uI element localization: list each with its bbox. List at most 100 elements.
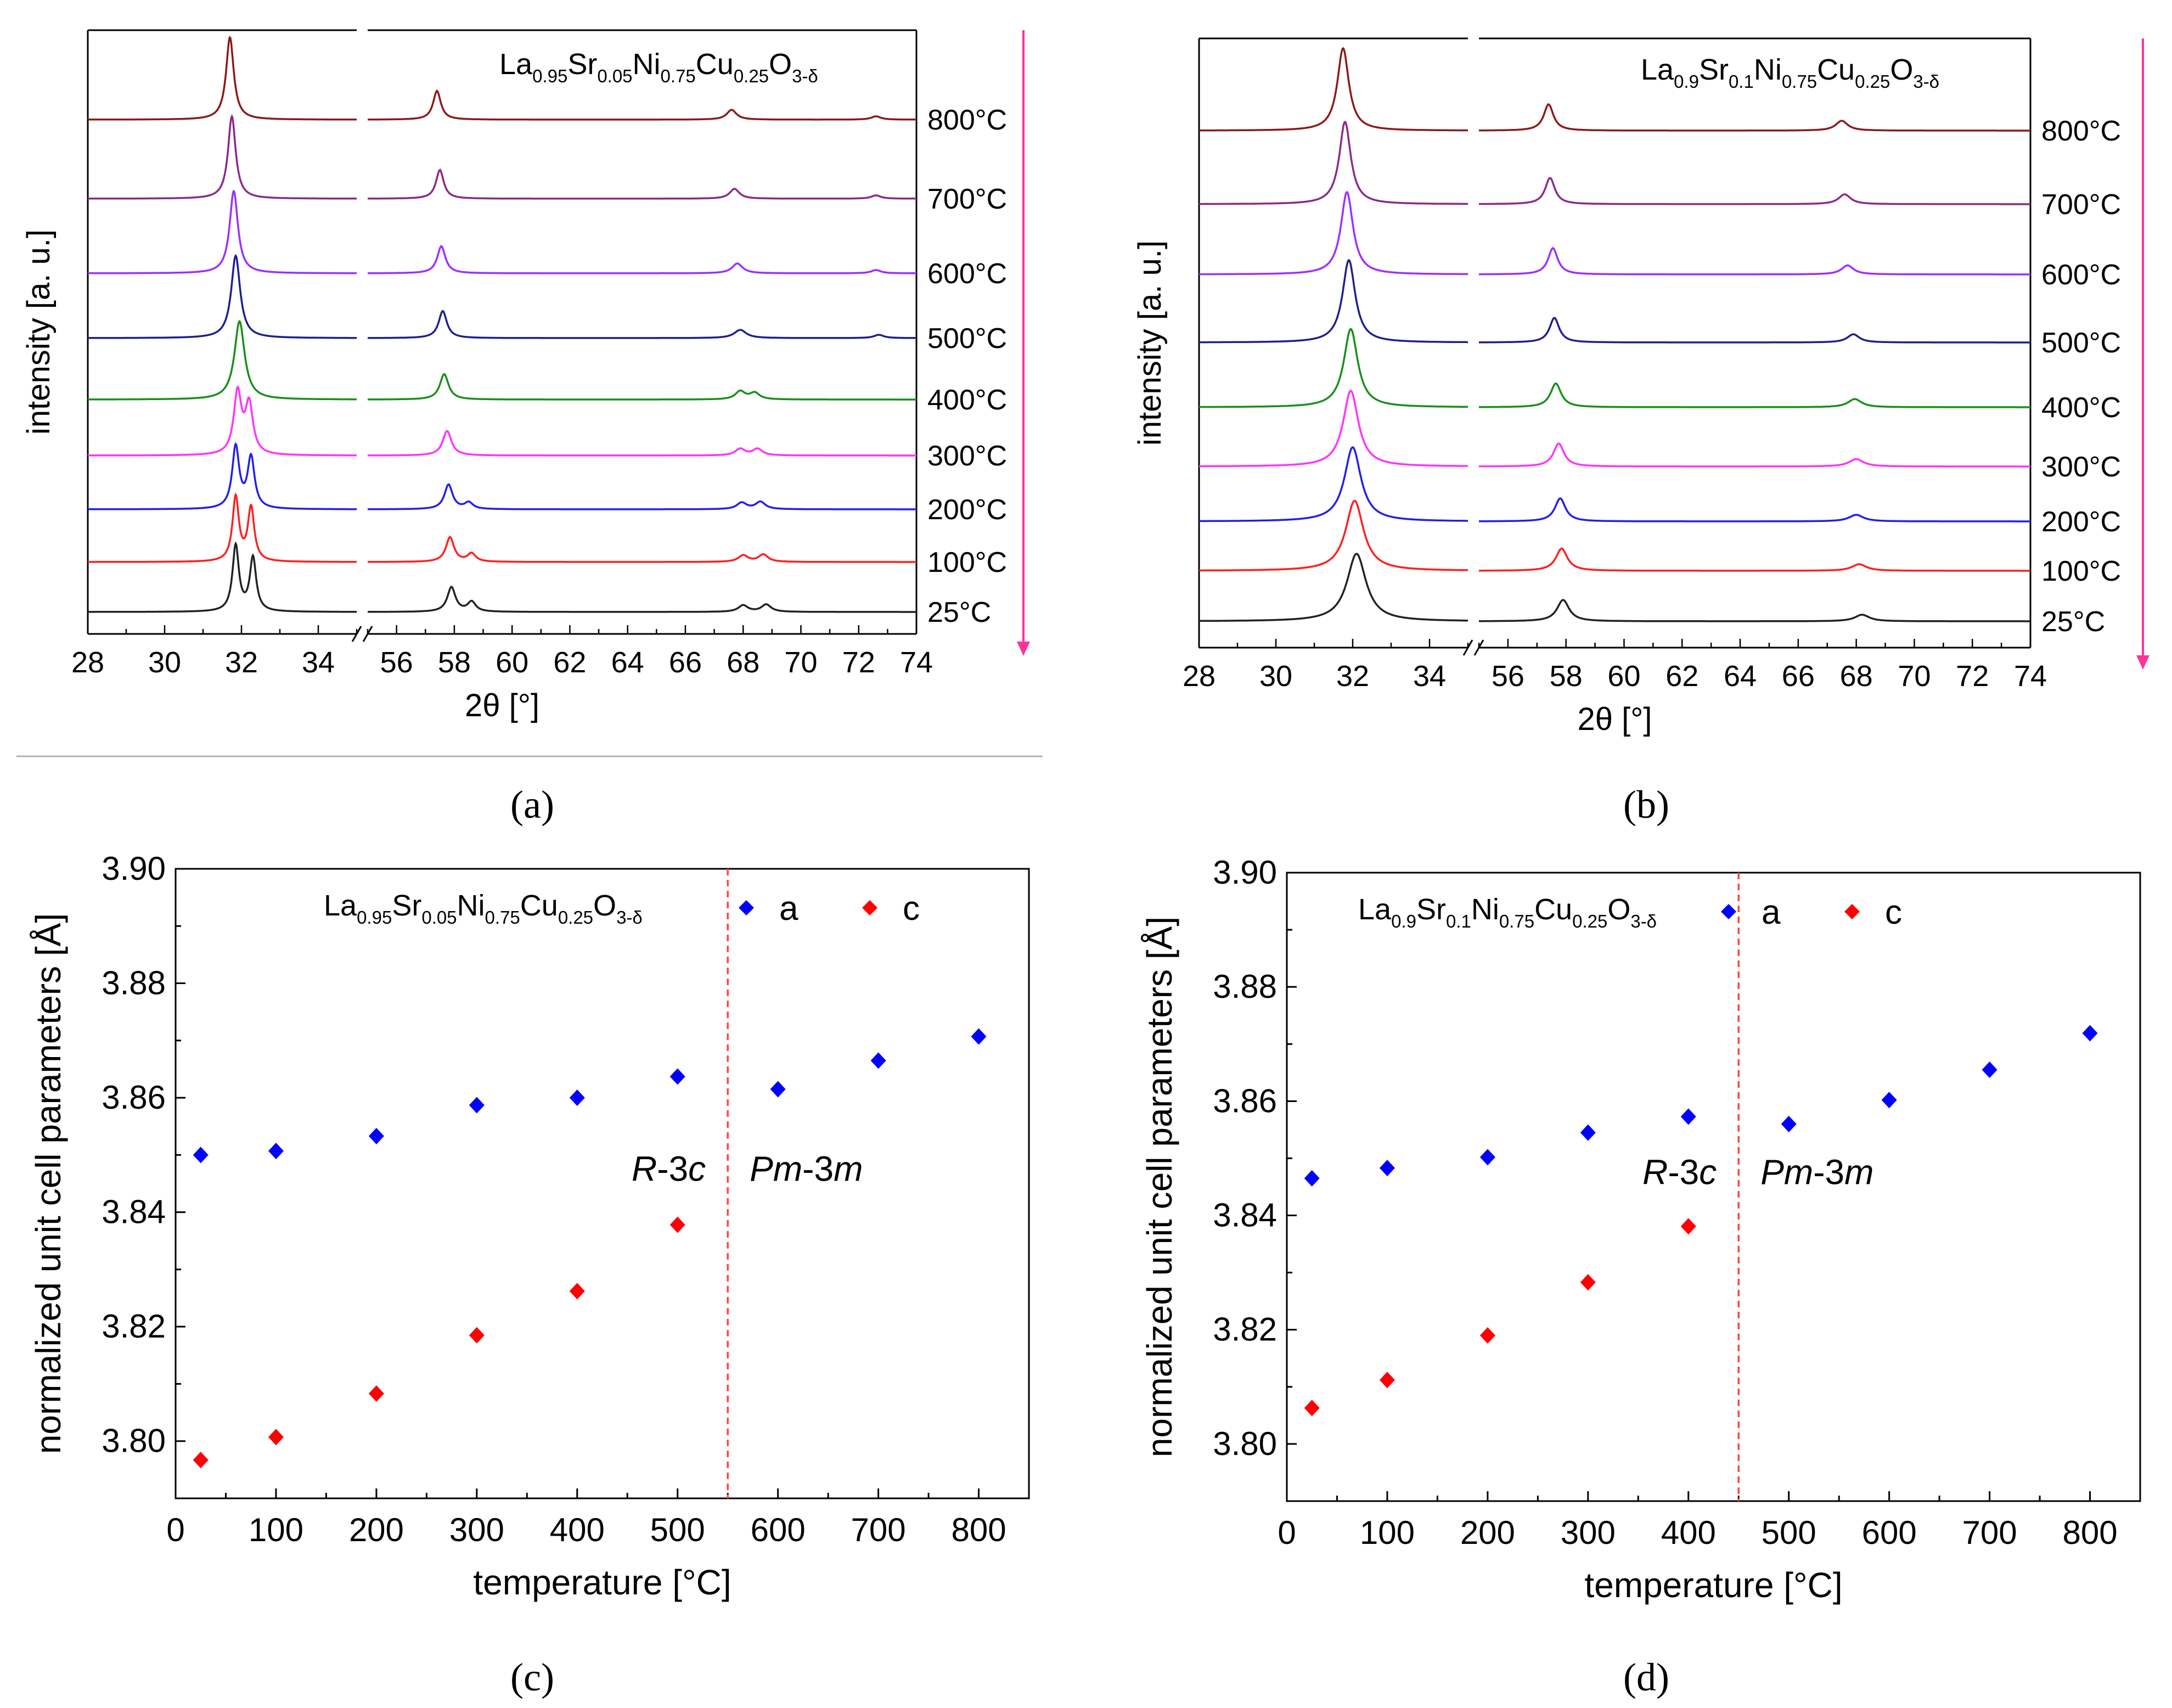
plot-frame [1286, 872, 2141, 1502]
data-point-c [669, 1216, 685, 1233]
series-label: 500°C [927, 323, 1007, 355]
data-point-a [1680, 1108, 1696, 1125]
data-point-c [569, 1283, 585, 1300]
xrd-series-600C [1199, 190, 2030, 276]
y-axis-label: normalized unit cell parameters [Å] [29, 913, 68, 1454]
data-point-c [1379, 1372, 1395, 1389]
series-label: 700°C [927, 183, 1007, 215]
y-tick-label: 3.82 [1213, 1311, 1277, 1348]
legend-marker-c [1844, 904, 1860, 919]
panel-d-caption: (d) [1623, 1655, 1669, 1699]
x-tick-label: 66 [669, 646, 702, 679]
data-point-c [1304, 1400, 1320, 1417]
xrd-series-25C [1199, 553, 2030, 622]
xrd-series-100C [1199, 499, 2030, 572]
y-tick-label: 3.90 [102, 850, 166, 887]
xrd-series-700C [88, 114, 917, 200]
data-point-a [193, 1147, 209, 1164]
series-label: 300°C [927, 440, 1007, 472]
x-tick-label: 100 [249, 1512, 303, 1548]
plot-frame [175, 868, 1030, 1499]
legend-label-c: c [1885, 894, 1902, 931]
xrd-series-500C [88, 254, 916, 339]
x-tick-label: 70 [1898, 660, 1931, 693]
x-tick-label: 30 [1259, 660, 1292, 693]
data-point-c [368, 1385, 384, 1402]
xrd-series-400C [88, 319, 916, 401]
x-axis-label: temperature [°C] [473, 1563, 731, 1602]
y-tick-label: 3.86 [1213, 1082, 1277, 1119]
y-axis-label: intensity [a. u.] [1132, 240, 1168, 446]
series-label: 100°C [2041, 555, 2121, 587]
data-point-a [1982, 1061, 1997, 1078]
y-tick-label: 3.80 [102, 1423, 166, 1459]
y-axis-label: intensity [a. u.] [21, 229, 57, 435]
x-tick-label: 66 [1782, 660, 1815, 693]
x-tick-label: 28 [71, 646, 104, 679]
y-tick-label: 3.84 [1213, 1197, 1277, 1234]
data-point-a [268, 1143, 284, 1160]
data-point-a [669, 1068, 685, 1085]
data-point-a [569, 1089, 585, 1106]
data-point-c [268, 1429, 284, 1446]
series-label: 25°C [927, 597, 991, 628]
data-point-c [469, 1327, 485, 1344]
legend-label-a: a [1762, 894, 1781, 931]
data-point-c [1680, 1218, 1696, 1235]
data-point-a [1304, 1170, 1320, 1187]
data-point-a [770, 1081, 786, 1098]
data-point-a [2082, 1025, 2098, 1042]
data-point-a [1781, 1116, 1797, 1132]
x-tick-label: 600 [751, 1512, 806, 1548]
xrd-series-600C [88, 190, 917, 274]
y-tick-label: 3.80 [1213, 1425, 1277, 1462]
composition-title: La0.9Sr0.1Ni0.75Cu0.25O3-δ [1641, 53, 1939, 92]
series-label: 800°C [927, 104, 1007, 136]
data-point-c [1479, 1327, 1495, 1344]
y-tick-label: 3.88 [102, 965, 166, 1002]
panel-b-caption: (b) [1623, 783, 1669, 827]
xrd-series-100C [88, 492, 916, 563]
data-point-a [1379, 1160, 1395, 1177]
x-tick-label: 62 [1665, 660, 1698, 693]
composition-title: La0.95Sr0.05Ni0.75Cu0.25O3-δ [324, 889, 643, 928]
series-label: 500°C [2041, 327, 2121, 359]
x-tick-label: 400 [550, 1512, 605, 1548]
composition-title: La0.95Sr0.05Ni0.75Cu0.25O3-δ [499, 48, 818, 86]
temperature-arrow-head [2136, 655, 2150, 670]
panel-c-caption: (c) [510, 1655, 554, 1699]
series-label: 200°C [927, 494, 1007, 526]
x-tick-label: 0 [1278, 1514, 1296, 1551]
x-tick-label: 60 [496, 646, 528, 679]
data-point-c [1580, 1274, 1596, 1291]
x-tick-label: 30 [148, 646, 181, 679]
series-label: 300°C [2041, 451, 2121, 483]
xrd-series-200C [88, 442, 916, 510]
data-point-a [368, 1127, 384, 1144]
xrd-series-25C [88, 541, 916, 613]
series-label: 400°C [2041, 392, 2121, 424]
x-tick-label: 72 [1956, 660, 1989, 693]
x-tick-label: 100 [1360, 1514, 1415, 1551]
y-tick-label: 3.84 [102, 1194, 166, 1231]
series-label: 25°C [2041, 606, 2105, 638]
x-tick-label: 700 [851, 1512, 906, 1548]
data-point-a [1881, 1092, 1897, 1109]
x-tick-label: 300 [1561, 1514, 1616, 1551]
data-point-a [1580, 1124, 1596, 1141]
xrd-series-800C [1198, 47, 2030, 132]
data-point-a [469, 1097, 485, 1114]
panel-b-xrd-chart: 28 30 32 34 56 58 60 62 64 66 68 70 72 74 2θ [°] intens… [1132, 37, 2150, 737]
x-tick-label: 200 [349, 1512, 404, 1548]
data-point-a [1479, 1149, 1495, 1166]
legend-marker-a [739, 900, 754, 915]
xrd-series-200C [1199, 446, 2030, 522]
x-tick-label: 800 [951, 1512, 1006, 1548]
x-tick-label: 64 [1724, 660, 1757, 693]
x-tick-label: 700 [1962, 1514, 2017, 1551]
data-point-a [870, 1052, 886, 1069]
xrd-series-300C [88, 385, 916, 457]
x-tick-label: 28 [1183, 660, 1216, 693]
x-tick-label: 60 [1607, 660, 1640, 693]
phase-label-cubic: Pm-3m [1760, 1152, 1873, 1192]
